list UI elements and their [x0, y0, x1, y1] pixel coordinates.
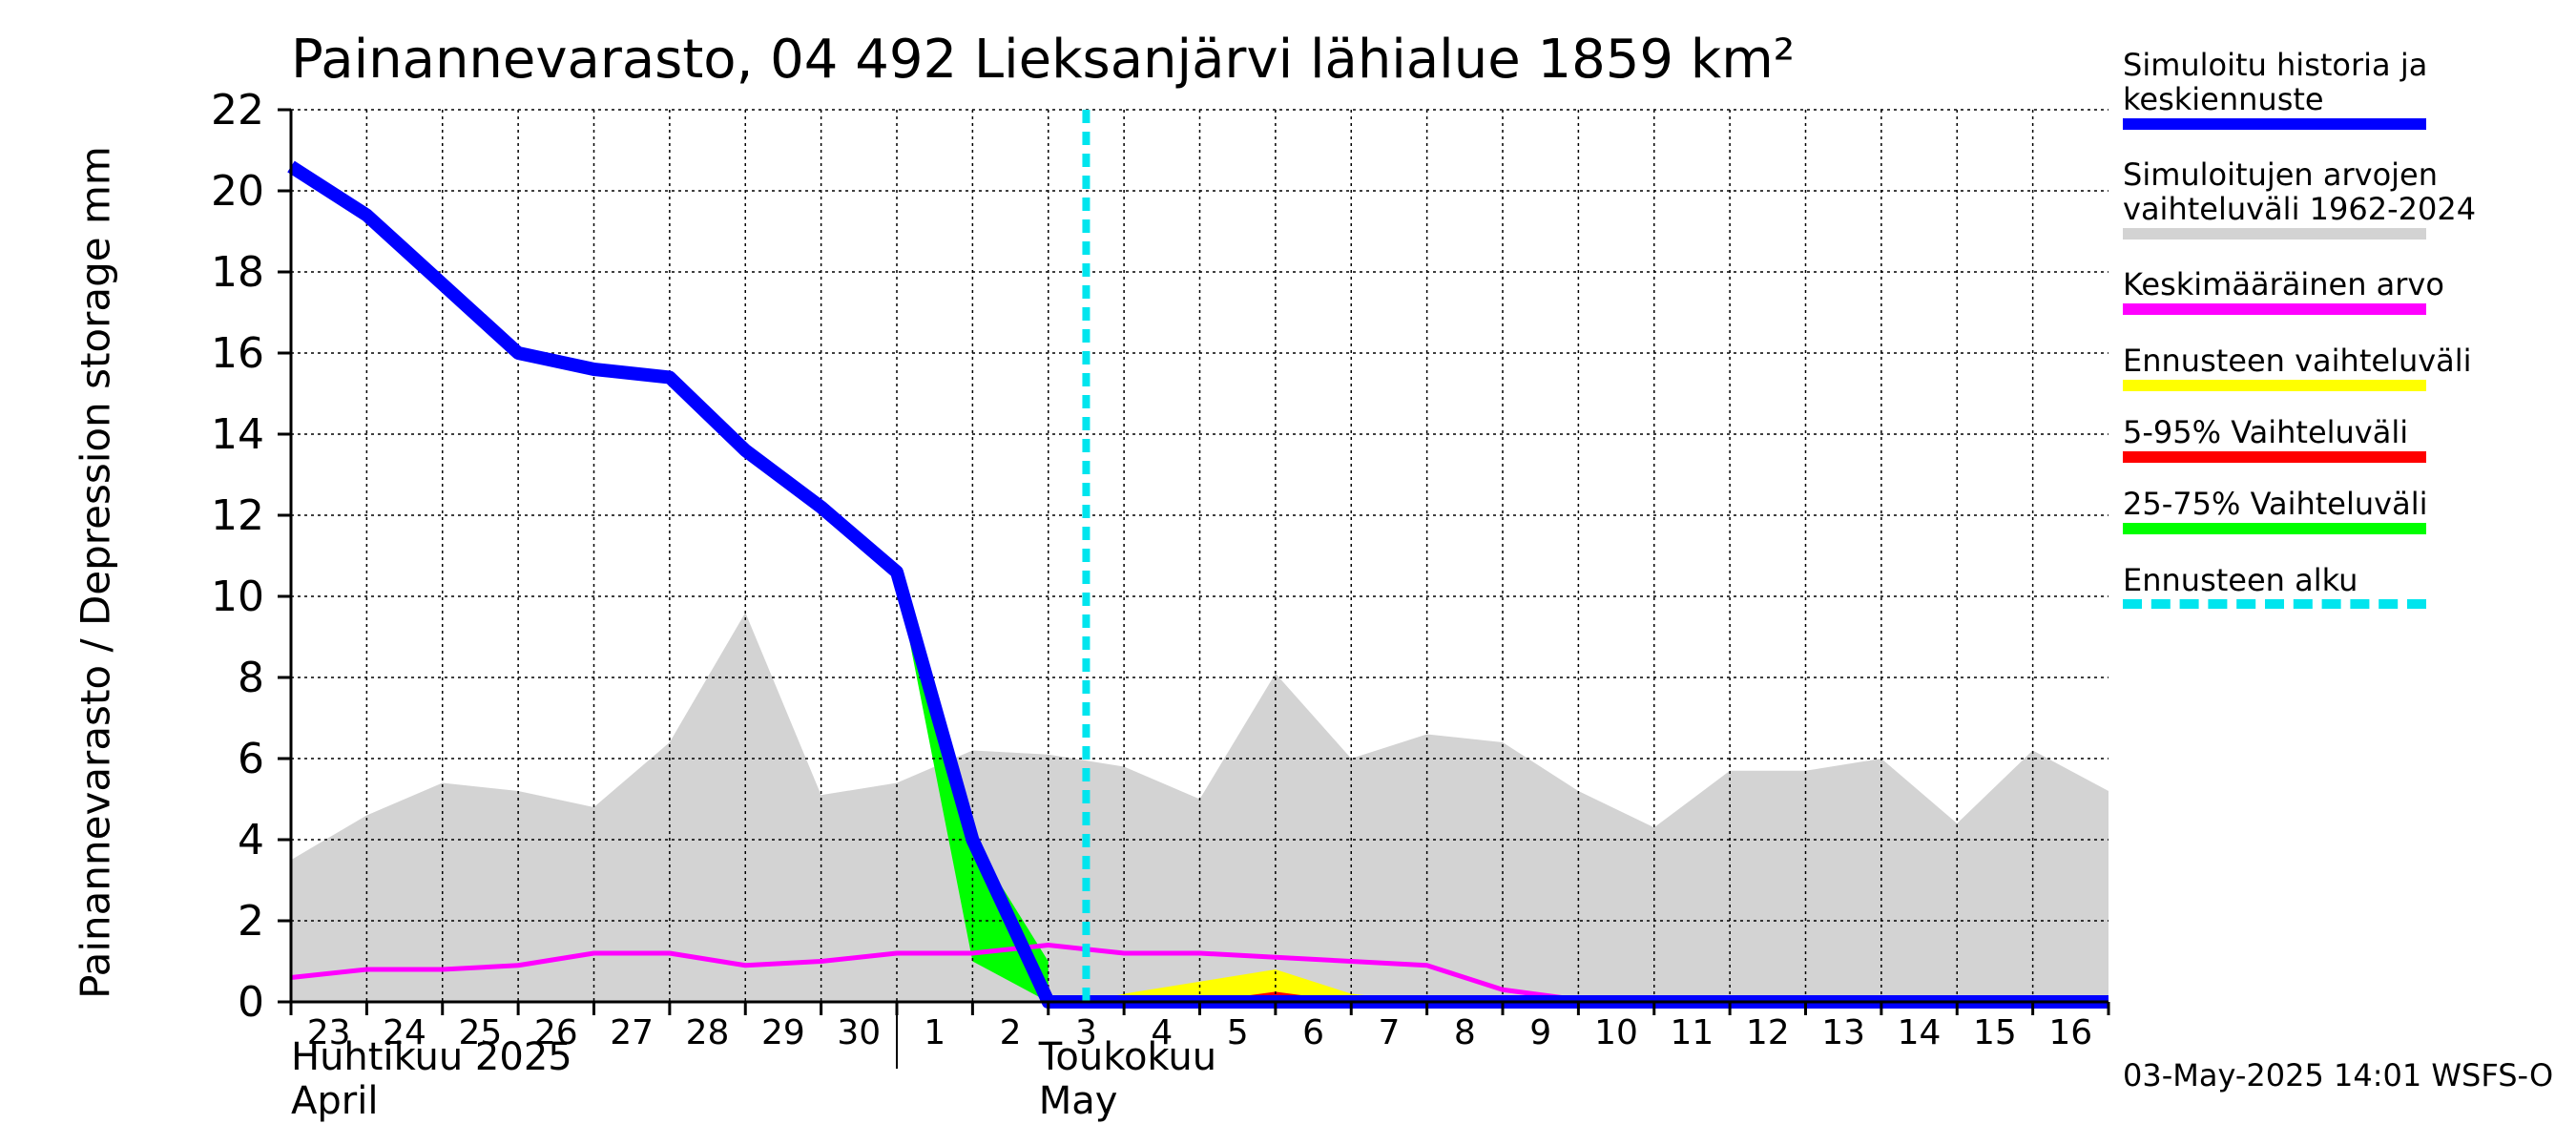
legend-item: Ennusteen vaihteluväli [2123, 343, 2552, 391]
legend-swatch [2123, 228, 2426, 239]
x-tick-label: 14 [1898, 1013, 1942, 1052]
legend-label: Ennusteen vaihteluväli [2123, 343, 2472, 379]
band-area-1 [1086, 969, 1427, 1002]
legend-label: Keskimääräinen arvo [2123, 266, 2444, 302]
x-tick-label: 9 [1529, 1013, 1551, 1052]
legend-item: Simuloitu historia ja keskiennuste [2123, 47, 2552, 130]
x-tick-label: 27 [610, 1013, 654, 1052]
y-tick-label: 10 [211, 572, 264, 621]
x-tick-label: 16 [2048, 1013, 2092, 1052]
legend-label: 5-95% Vaihteluväli [2123, 414, 2409, 450]
legend-item: Keskimääräinen arvo [2123, 266, 2552, 315]
month-label-fi: Huhtikuu 2025 [291, 1035, 572, 1079]
month-label-en: May [1038, 1079, 1118, 1123]
grid-lines [291, 109, 2109, 1002]
legend-swatch [2123, 599, 2426, 609]
x-tick-label: 10 [1594, 1013, 1638, 1052]
legend-item: 25-75% Vaihteluväli [2123, 486, 2552, 534]
x-tick-label: 6 [1302, 1013, 1324, 1052]
x-tick-label: 25 [459, 1013, 503, 1052]
x-tick-label: 1 [924, 1013, 945, 1052]
legend-swatch [2123, 523, 2426, 534]
y-tick-label: 16 [211, 329, 264, 378]
month-label: Toukokuu May [1039, 1035, 1216, 1123]
x-tick-label: 23 [307, 1013, 351, 1052]
legend-swatch [2123, 118, 2426, 130]
x-tick-label: 4 [1151, 1013, 1173, 1052]
y-tick-label: 20 [211, 167, 264, 216]
x-tick-label: 15 [1973, 1013, 2017, 1052]
y-tick-label: 2 [238, 897, 264, 946]
x-tick-label: 26 [534, 1013, 578, 1052]
y-tick-label: 0 [238, 978, 264, 1027]
x-tick-label: 3 [1075, 1013, 1097, 1052]
x-tick-label: 30 [837, 1013, 881, 1052]
legend-swatch [2123, 380, 2426, 391]
x-tick-label: 28 [686, 1013, 730, 1052]
legend-label: Ennusteen alku [2123, 562, 2358, 598]
legend-swatch [2123, 303, 2426, 315]
x-tick-label: 24 [383, 1013, 426, 1052]
x-tick-label: 8 [1454, 1013, 1476, 1052]
y-axis-label: Painannevarasto / Depression storage mm [72, 146, 119, 999]
timestamp: 03-May-2025 14:01 WSFS-O [2123, 1057, 2554, 1093]
y-tick-label: 22 [211, 86, 264, 135]
chart-title: Painannevarasto, 04 492 Lieksanjärvi läh… [291, 29, 1796, 91]
legend-label: 25-75% Vaihteluväli [2123, 486, 2428, 522]
x-tick-label: 12 [1746, 1013, 1790, 1052]
month-label: Huhtikuu 2025 April [291, 1035, 572, 1123]
legend-label: Simuloitu historia ja keskiennuste [2123, 47, 2428, 117]
y-tick-label: 12 [211, 491, 264, 540]
x-tick-label: 7 [1378, 1013, 1400, 1052]
x-tick-label: 2 [1000, 1013, 1022, 1052]
month-label-fi: Toukokuu [1038, 1035, 1217, 1079]
month-label-en: April [291, 1079, 379, 1123]
y-tick-label: 8 [238, 654, 264, 702]
y-tick-label: 18 [211, 248, 264, 297]
x-tick-label: 11 [1671, 1013, 1714, 1052]
legend-item: Ennusteen alku [2123, 562, 2552, 609]
x-tick-label: 13 [1821, 1013, 1865, 1052]
legend-label: Simuloitujen arvojen vaihteluväli 1962-2… [2123, 156, 2477, 227]
y-tick-label: 4 [238, 816, 264, 864]
x-tick-label: 29 [761, 1013, 805, 1052]
legend-item: 5-95% Vaihteluväli [2123, 414, 2552, 463]
y-tick-label: 14 [211, 410, 264, 459]
legend-swatch [2123, 451, 2426, 463]
y-tick-label: 6 [238, 735, 264, 783]
x-tick-label: 5 [1227, 1013, 1249, 1052]
legend-item: Simuloitujen arvojen vaihteluväli 1962-2… [2123, 156, 2552, 239]
